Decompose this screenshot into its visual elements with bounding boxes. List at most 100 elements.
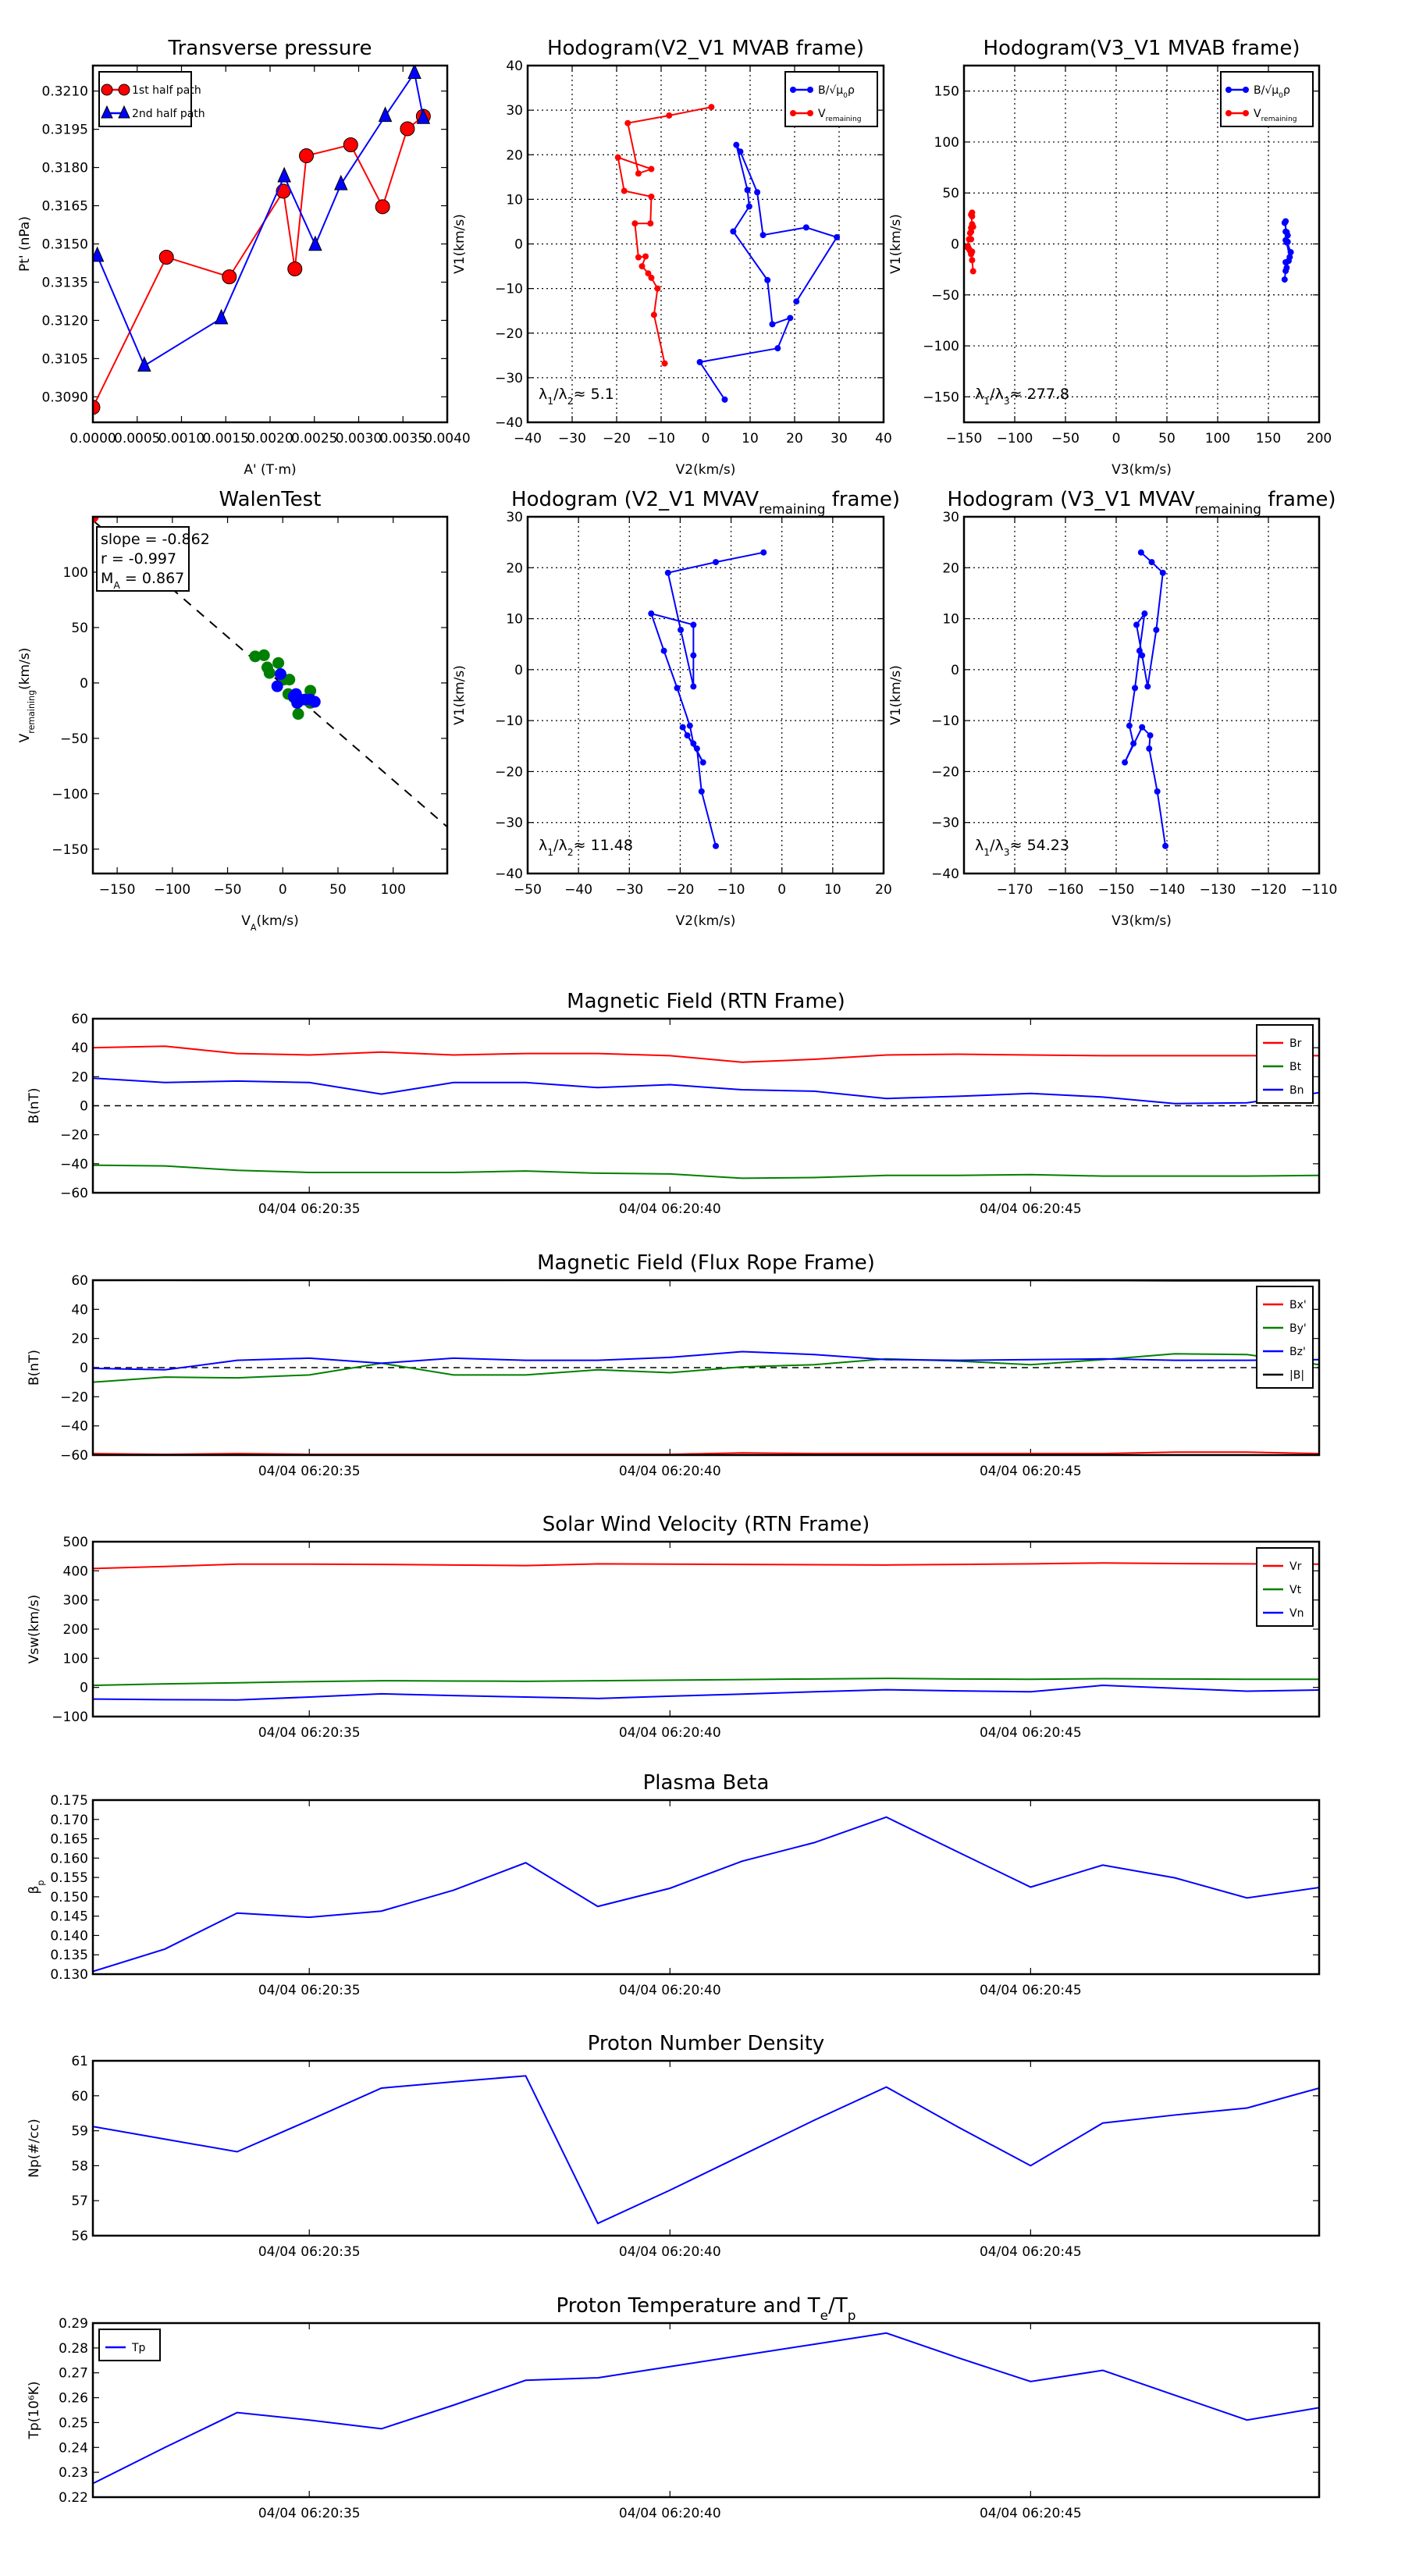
y-tick-label: 0.130 [50, 1967, 88, 1983]
data-point [1148, 559, 1155, 566]
x-axis-label-part: V2(km/s) [676, 913, 736, 929]
legend-box [1256, 1547, 1314, 1627]
y-tick-label: 500 [63, 1535, 88, 1550]
data-point [713, 842, 720, 849]
x-axis-label-part: V3(km/s) [1112, 913, 1172, 929]
series-line [93, 1685, 1319, 1701]
data-point [249, 650, 261, 663]
x-tick-label: −20 [666, 882, 694, 898]
x-tick-label: 0.0035 [380, 431, 426, 447]
y-tick-label: 10 [942, 612, 959, 628]
legend-label: Br [1289, 1037, 1302, 1050]
series-series-2 [93, 517, 99, 523]
chart-title: Magnetic Field (RTN Frame) [567, 990, 845, 1013]
x-axis-label: A' (T·m) [244, 462, 296, 478]
eigenvalue-ratio-annotation-part: 1 [547, 396, 553, 407]
x-tick-label: 50 [329, 882, 347, 898]
x-tick-label: −150 [1098, 882, 1135, 898]
y-axis-label-part: (km/s) [17, 648, 33, 690]
y-tick-label: 10 [506, 192, 523, 208]
y-axis-label-part: Tp(10⁶K) [27, 2381, 42, 2439]
axes-frame [526, 515, 885, 875]
x-tick-label: 0 [702, 431, 710, 447]
series-line [698, 144, 838, 400]
data-point [964, 244, 970, 251]
x-tick-label: −100 [997, 431, 1033, 447]
y-axis-label: Vremaining(km/s) [17, 648, 37, 743]
data-point [690, 683, 697, 690]
y-tick-label: 0.160 [50, 1851, 88, 1866]
data-point [690, 740, 697, 747]
data-point [647, 220, 654, 227]
legend-entry: Bt [1263, 1061, 1302, 1073]
data-point [721, 396, 728, 403]
y-axis-label-part: V1(km/s) [452, 214, 468, 274]
legend-marker-icon [1225, 110, 1232, 116]
y-tick-label: 400 [63, 1564, 88, 1579]
x-tick-label: 50 [1158, 431, 1176, 447]
x-tick-label: 04/04 06:20:45 [980, 1464, 1082, 1479]
series-series-1 [271, 668, 321, 709]
legend-label-part: V [818, 108, 826, 120]
legend-marker-icon [1243, 87, 1249, 93]
data-point [1139, 724, 1146, 731]
data-point [774, 345, 781, 352]
legend-label-part: ρ [848, 84, 855, 97]
series-line [93, 1678, 1319, 1687]
x-tick-label: 200 [1307, 431, 1332, 447]
x-tick-label: 0.0000 [69, 431, 116, 447]
eigenvalue-ratio-annotation-part: 1 [547, 847, 553, 858]
eigenvalue-ratio-annotation: λ1/λ3≈ 54.23 [975, 837, 1069, 858]
legend-label: Bt [1289, 1061, 1302, 1073]
axes-frame [91, 1017, 1321, 1194]
y-axis-label-part: V1(km/s) [452, 665, 468, 725]
chart-title-part: Proton Temperature and [557, 2294, 808, 2318]
x-tick-label: 04/04 06:20:40 [619, 1464, 721, 1479]
x-tick-label: −100 [154, 882, 190, 898]
data-point [642, 253, 649, 260]
y-tick-label: 0.3120 [42, 313, 88, 329]
chart-title-part: e [820, 2307, 828, 2323]
y-axis-label: Vsw(km/s) [27, 1595, 42, 1664]
hodogram-v2-v1-mvab-chart: Hodogram(V2_V1 MVAB frame) −40 −30 −20 −10 0 1… [452, 37, 892, 478]
chart-title-part: /T [828, 2294, 848, 2318]
series-1st-half-path [93, 109, 431, 415]
y-tick-label: 0.3150 [42, 237, 88, 253]
hodogram-v3-v1-mvab-chart: Hodogram(V3_V1 MVAB frame) −150 −100 −50 0 50… [888, 37, 1332, 478]
legend: Bx' By' Bz' |B| [1256, 1286, 1314, 1389]
legend-marker-icon [101, 84, 113, 96]
legend-box [1256, 1286, 1314, 1389]
stats-box [96, 526, 190, 592]
y-tick-label: 0.29 [59, 2316, 88, 2332]
data-point [1281, 219, 1288, 226]
data-point [621, 187, 628, 194]
legend-label: Vt [1289, 1584, 1302, 1596]
x-tick-label: 04/04 06:20:40 [619, 2244, 721, 2260]
data-point [1122, 759, 1129, 766]
legend-marker-icon [118, 105, 130, 119]
series-bt [93, 1164, 1319, 1179]
chart-title-part: p [848, 2307, 856, 2323]
chart-title: Transverse pressure [168, 37, 372, 60]
x-tick-label: 04/04 06:20:45 [980, 1725, 1082, 1741]
y-tick-label: 0 [80, 676, 88, 692]
transverse-pressure-chart: Transverse pressure0.00000.00050.00100.0… [17, 37, 471, 478]
stats-line: slope = -0.862 [101, 531, 210, 548]
x-tick-label: 20 [875, 882, 892, 898]
data-point [696, 358, 703, 365]
x-tick-label: 100 [1205, 431, 1230, 447]
x-axis-label: V3(km/s) [1112, 913, 1172, 929]
eigenvalue-ratio-annotation-part: ≈ 277.8 [1010, 386, 1069, 403]
y-tick-label: −10 [495, 282, 523, 297]
x-axis-label-part: (km/s) [256, 913, 298, 929]
stats-line-part: r = -0.997 [101, 550, 176, 568]
x-tick-label: 04/04 06:20:35 [258, 1725, 361, 1741]
series-tp [93, 2332, 1319, 2485]
x-tick-label: 04/04 06:20:45 [980, 2506, 1082, 2521]
series-2nd-half-path [93, 66, 431, 372]
y-tick-label: −150 [52, 842, 88, 858]
series-line [93, 1451, 1319, 1455]
stats-line-part: M [101, 570, 113, 587]
y-tick-label: 0.155 [50, 1870, 88, 1886]
plot-area [93, 2332, 1319, 2485]
